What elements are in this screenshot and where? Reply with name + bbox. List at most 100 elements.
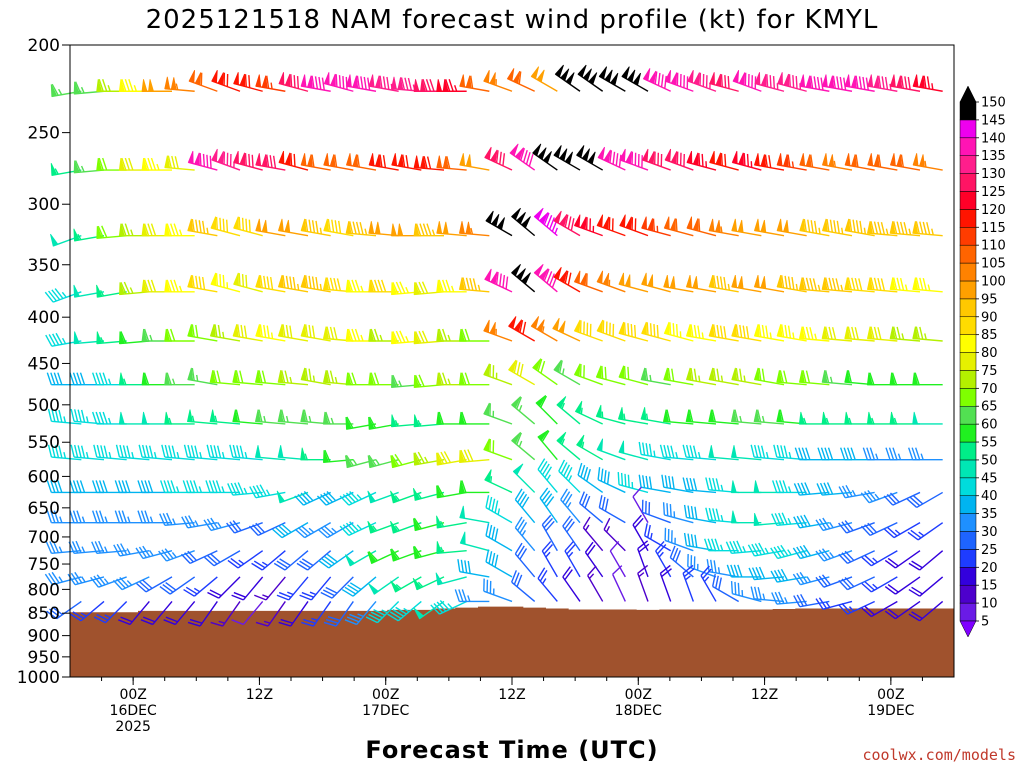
wind-barb <box>618 440 649 461</box>
barb-pennant <box>261 75 268 89</box>
colorbar-swatch <box>959 602 977 622</box>
wind-barb <box>47 444 82 461</box>
barb-full <box>315 276 319 290</box>
x-tick-label: 12Z <box>246 687 273 703</box>
barb-full <box>222 218 225 232</box>
barb-full <box>201 276 206 290</box>
wind-barb <box>603 517 626 552</box>
wind-barb <box>141 372 172 386</box>
barb-pennant <box>776 324 783 338</box>
wind-barb <box>577 462 604 494</box>
barb-staff <box>919 600 944 622</box>
barb-full <box>189 480 195 493</box>
barb-full <box>854 277 859 291</box>
barb-full <box>214 324 218 338</box>
barb-full <box>206 518 215 530</box>
barb-full <box>207 555 218 565</box>
barb-full <box>303 409 308 423</box>
barb-pennant <box>715 152 722 166</box>
barb-full <box>758 542 766 555</box>
wind-barb <box>485 549 513 578</box>
barb-full <box>139 581 150 591</box>
barb-half <box>848 606 855 612</box>
barb-staff <box>637 573 649 602</box>
barb-pennant <box>300 447 307 461</box>
barb-full <box>780 544 789 557</box>
barb-half <box>394 525 400 532</box>
barb-pennant <box>345 416 352 430</box>
barb-full <box>694 506 698 520</box>
colorbar-swatch <box>959 441 977 461</box>
barb-full <box>824 447 830 460</box>
barb-full <box>815 519 824 531</box>
barb-full <box>470 75 474 89</box>
colorbar-label: 50 <box>981 453 998 468</box>
barb-full <box>884 586 896 595</box>
barb-pennant <box>536 319 545 333</box>
wind-barb <box>413 223 444 237</box>
wind-barb <box>776 370 807 386</box>
barb-pennant <box>413 79 420 92</box>
barb-full <box>421 330 429 343</box>
barb-full <box>565 467 573 479</box>
wind-barb <box>254 576 286 601</box>
barb-full <box>899 221 905 235</box>
wind-barb <box>867 153 898 171</box>
barb-full <box>297 526 309 537</box>
barb-full <box>804 482 811 495</box>
barb-full <box>284 370 289 384</box>
barb-full <box>467 449 474 462</box>
wind-barb <box>69 600 105 622</box>
barb-full <box>824 370 830 383</box>
barb-half <box>360 334 364 342</box>
barb-full <box>545 520 555 532</box>
barb-full <box>351 279 357 293</box>
barb-full <box>609 322 611 336</box>
barb-full <box>818 518 827 530</box>
barb-pennant <box>458 221 465 234</box>
barb-full <box>787 325 792 339</box>
barb-full <box>755 567 762 580</box>
barb-full <box>138 546 147 558</box>
wind-barb <box>368 153 399 171</box>
barb-staff <box>637 548 649 578</box>
barb-full <box>72 611 85 620</box>
barb-full <box>583 466 589 480</box>
barb-half <box>696 563 699 571</box>
barb-half <box>653 450 656 458</box>
barb-pennant <box>239 73 246 87</box>
barb-pennant <box>559 270 568 284</box>
barb-pennant <box>118 411 125 425</box>
barb-full <box>881 76 885 90</box>
barb-pennant <box>141 79 148 92</box>
barb-full <box>514 516 523 529</box>
barb-full <box>185 586 198 595</box>
barb-full <box>212 370 218 383</box>
barb-full <box>541 430 550 443</box>
barb-half <box>356 524 363 530</box>
barb-pennant <box>618 272 625 286</box>
barb-pennant <box>532 358 542 371</box>
barb-full <box>92 411 98 425</box>
barb-full <box>788 74 791 87</box>
barb-full <box>810 75 814 89</box>
barb-full <box>655 540 665 552</box>
barb-pennant <box>753 480 760 493</box>
barb-full <box>276 594 289 601</box>
barb-pennant <box>799 153 806 167</box>
barb-pennant <box>118 79 125 92</box>
barb-staff <box>712 585 740 603</box>
barb-half <box>81 516 86 523</box>
barb-half <box>605 526 611 533</box>
barb-pennant <box>912 372 919 386</box>
wind-barb <box>508 316 536 342</box>
barb-full <box>796 546 805 558</box>
barb-full <box>864 524 874 535</box>
barb-full <box>513 572 520 585</box>
wind-barb <box>277 370 309 386</box>
barb-half <box>546 474 551 481</box>
wind-barb <box>136 576 173 593</box>
barb-half <box>175 83 179 90</box>
wind-barb <box>861 550 898 567</box>
barb-half <box>841 227 844 235</box>
